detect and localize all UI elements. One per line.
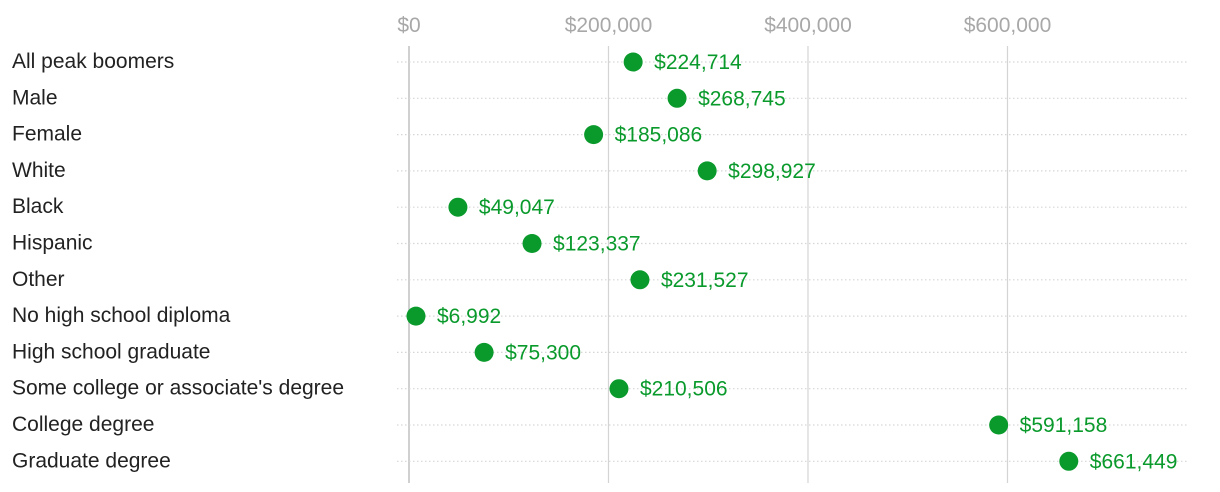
data-value-label: $123,337	[553, 233, 641, 256]
category-label: Hispanic	[12, 232, 93, 255]
category-label: Black	[12, 195, 64, 218]
data-value-label: $591,158	[1020, 414, 1108, 437]
data-value-label: $224,714	[654, 51, 742, 74]
data-value-label: $6,992	[437, 305, 501, 328]
data-value-label: $298,927	[728, 160, 816, 183]
data-point	[448, 197, 468, 217]
x-tick-label: $200,000	[565, 14, 653, 37]
category-label: Female	[12, 123, 82, 146]
data-value-label: $661,449	[1090, 450, 1178, 473]
data-point	[623, 52, 643, 72]
category-label: High school graduate	[12, 340, 210, 363]
x-tick-label: $600,000	[964, 14, 1052, 37]
data-value-label: $210,506	[640, 378, 728, 401]
data-point	[1059, 451, 1079, 471]
category-label: Some college or associate's degree	[12, 377, 344, 400]
category-label: White	[12, 159, 66, 182]
data-point	[522, 234, 542, 253]
data-value-label: $75,300	[505, 341, 581, 364]
grid-layer	[408, 46, 1009, 483]
data-value-label: $49,047	[479, 196, 555, 219]
data-point	[584, 125, 604, 145]
data-point	[697, 161, 717, 181]
data-point	[630, 270, 650, 290]
data-value-label: $231,527	[661, 269, 749, 292]
data-point	[667, 88, 687, 108]
data-value-label: $268,745	[698, 87, 786, 110]
data-point	[474, 342, 494, 362]
x-axis-ticks: $0 $200,000 $400,000 $600,000	[397, 14, 1051, 37]
data-point	[406, 306, 426, 326]
category-label: All peak boomers	[12, 50, 174, 73]
category-rows: All peak boomers $224,714 Male $268,745 Fema…	[12, 50, 1188, 473]
category-label: Other	[12, 268, 65, 291]
x-tick-label: $400,000	[764, 14, 852, 37]
data-value-label: $185,086	[615, 124, 703, 147]
category-label: No high school diploma	[12, 304, 231, 327]
category-label: College degree	[12, 413, 154, 436]
data-point	[989, 415, 1009, 435]
category-label: Graduate degree	[12, 449, 171, 472]
data-point	[609, 379, 629, 399]
category-label: Male	[12, 86, 58, 109]
x-tick-label: $0	[397, 14, 420, 37]
